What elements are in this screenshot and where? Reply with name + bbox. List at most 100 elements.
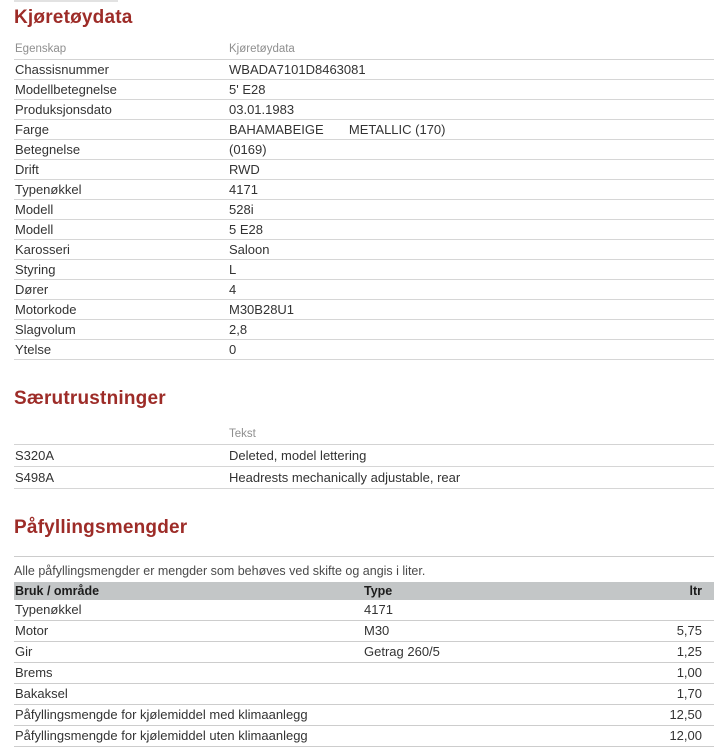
value-cell: 4: [228, 279, 714, 300]
value-cell: [363, 662, 626, 684]
table-row: Dører 4: [14, 279, 714, 300]
table-row: Produksjonsdato 03.01.1983: [14, 99, 714, 120]
section-serutrustninger: Særutrustninger Tekst S320A Deleted, model…: [14, 388, 714, 489]
serutrustninger-title: Særutrustninger: [14, 388, 166, 409]
table-row: Karosseri Saloon: [14, 239, 714, 260]
property-cell: Motor: [14, 620, 363, 642]
property-cell: Drift: [14, 159, 228, 180]
value-cell: [626, 600, 714, 621]
column-header: Kjøretøydata: [228, 40, 714, 60]
kjoretoydata-title: Kjøretøydata: [14, 7, 133, 28]
column-header: ltr: [626, 582, 714, 600]
property-cell: S320A: [14, 444, 228, 467]
property-cell: Karosseri: [14, 239, 228, 260]
value-cell: 528i: [228, 199, 714, 220]
value-cell: 12,00: [626, 725, 714, 747]
value-cell: RWD: [228, 159, 714, 180]
pafyllingsmengder-title: Påfyllingsmengder: [14, 517, 188, 538]
value-cell: [363, 725, 626, 747]
value-cell: 12,50: [626, 704, 714, 726]
property-cell: Modell: [14, 219, 228, 240]
table-row: Betegnelse (0169): [14, 139, 714, 160]
value-cell: 5 E28: [228, 219, 714, 240]
kjoretoydata-table: Egenskap Kjøretøydata Chassisnummer WBADA71…: [14, 40, 714, 360]
value-cell: 4171: [228, 179, 714, 200]
table-header-row: Bruk / område Type ltr: [14, 582, 714, 600]
property-cell: Chassisnummer: [14, 59, 228, 80]
table-row: Typenøkkel 4171: [14, 179, 714, 200]
value-cell: (0169): [228, 139, 714, 160]
page-top-remnant: [14, 0, 118, 2]
property-cell: Produksjonsdato: [14, 99, 228, 120]
value-cell: M30: [363, 620, 626, 642]
table-row: Ytelse 0: [14, 339, 714, 360]
table-row: Modellbetegnelse 5' E28: [14, 79, 714, 100]
property-cell: Betegnelse: [14, 139, 228, 160]
property-cell: Påfyllingsmengde for kjølemiddel uten kl…: [14, 725, 363, 747]
property-cell: Styring: [14, 259, 228, 280]
property-cell: Typenøkkel: [14, 600, 363, 621]
value-cell: [363, 704, 626, 726]
table-row: Påfyllingsmengde for kjølemiddel uten kl…: [14, 725, 714, 747]
property-cell: Farge: [14, 119, 228, 140]
table-row: Styring L: [14, 259, 714, 280]
value-cell: 1,00: [626, 662, 714, 684]
property-cell: Ytelse: [14, 339, 228, 360]
table-row: Brems 1,00: [14, 662, 714, 684]
value-cell: Deleted, model lettering: [228, 444, 714, 467]
table-row: S498A Headrests mechanically adjustable, …: [14, 466, 714, 489]
table-row: Chassisnummer WBADA7101D8463081: [14, 59, 714, 80]
section-kjoretoydata: Kjøretøydata Egenskap Kjøretøydata Chassis…: [14, 0, 714, 360]
property-cell: Påfyllingsmengde for kjølemiddel med kli…: [14, 704, 363, 726]
serutrustninger-table: Tekst S320A Deleted, model lettering S498A H…: [14, 424, 714, 489]
pafyllingsmengder-table: Bruk / område Type ltr Typenøkkel 4171 Motor M…: [14, 582, 714, 747]
table-row: Påfyllingsmengde for kjølemiddel med kli…: [14, 704, 714, 726]
table-row: Slagvolum 2,8: [14, 319, 714, 340]
table-row: Gir Getrag 260/5 1,25: [14, 641, 714, 663]
table-row: Drift RWD: [14, 159, 714, 180]
table-row: S320A Deleted, model lettering: [14, 444, 714, 467]
value-cell: 1,70: [626, 683, 714, 705]
table-row: Bakaksel 1,70: [14, 683, 714, 705]
property-cell: Typenøkkel: [14, 179, 228, 200]
table-row: Farge BAHAMABEIGE METALLIC (170): [14, 119, 714, 140]
table-row: Motor M30 5,75: [14, 620, 714, 642]
value-cell: Headrests mechanically adjustable, rear: [228, 466, 714, 489]
property-cell: Motorkode: [14, 299, 228, 320]
table-row: Modell 5 E28: [14, 219, 714, 240]
value-cell: 5,75: [626, 620, 714, 642]
fill-quantities-note: Alle påfyllingsmengder er mengder som be…: [14, 564, 426, 578]
value-cell: 5' E28: [228, 79, 714, 100]
value-cell: Getrag 260/5: [363, 641, 626, 663]
value-cell: [363, 683, 626, 705]
property-cell: S498A: [14, 466, 228, 489]
section-pafyllingsmengder: Påfyllingsmengder Alle påfyllingsmengder…: [14, 517, 714, 747]
value-cell: M30B28U1: [228, 299, 714, 320]
table-header-row: Tekst: [14, 424, 714, 445]
table-row: Motorkode M30B28U1: [14, 299, 714, 320]
value-cell: 4171: [363, 600, 626, 621]
value-cell: L: [228, 259, 714, 280]
column-header: Type: [363, 582, 626, 600]
table-row: Modell 528i: [14, 199, 714, 220]
property-cell: Modell: [14, 199, 228, 220]
column-header: Tekst: [228, 424, 714, 445]
value-cell: 0: [228, 339, 714, 360]
table-row: Typenøkkel 4171: [14, 600, 714, 621]
value-cell: BAHAMABEIGE METALLIC (170): [228, 119, 714, 140]
value-cell: 1,25: [626, 641, 714, 663]
property-cell: Modellbetegnelse: [14, 79, 228, 100]
value-cell: Saloon: [228, 239, 714, 260]
value-cell: 03.01.1983: [228, 99, 714, 120]
property-cell: Bakaksel: [14, 683, 363, 705]
column-header: Egenskap: [14, 40, 228, 60]
value-cell: WBADA7101D8463081: [228, 59, 714, 80]
property-cell: Gir: [14, 641, 363, 663]
property-cell: Slagvolum: [14, 319, 228, 340]
property-cell: Dører: [14, 279, 228, 300]
table-header-row: Egenskap Kjøretøydata: [14, 40, 714, 60]
property-cell: Brems: [14, 662, 363, 684]
value-cell: 2,8: [228, 319, 714, 340]
column-header: Bruk / område: [14, 582, 363, 600]
